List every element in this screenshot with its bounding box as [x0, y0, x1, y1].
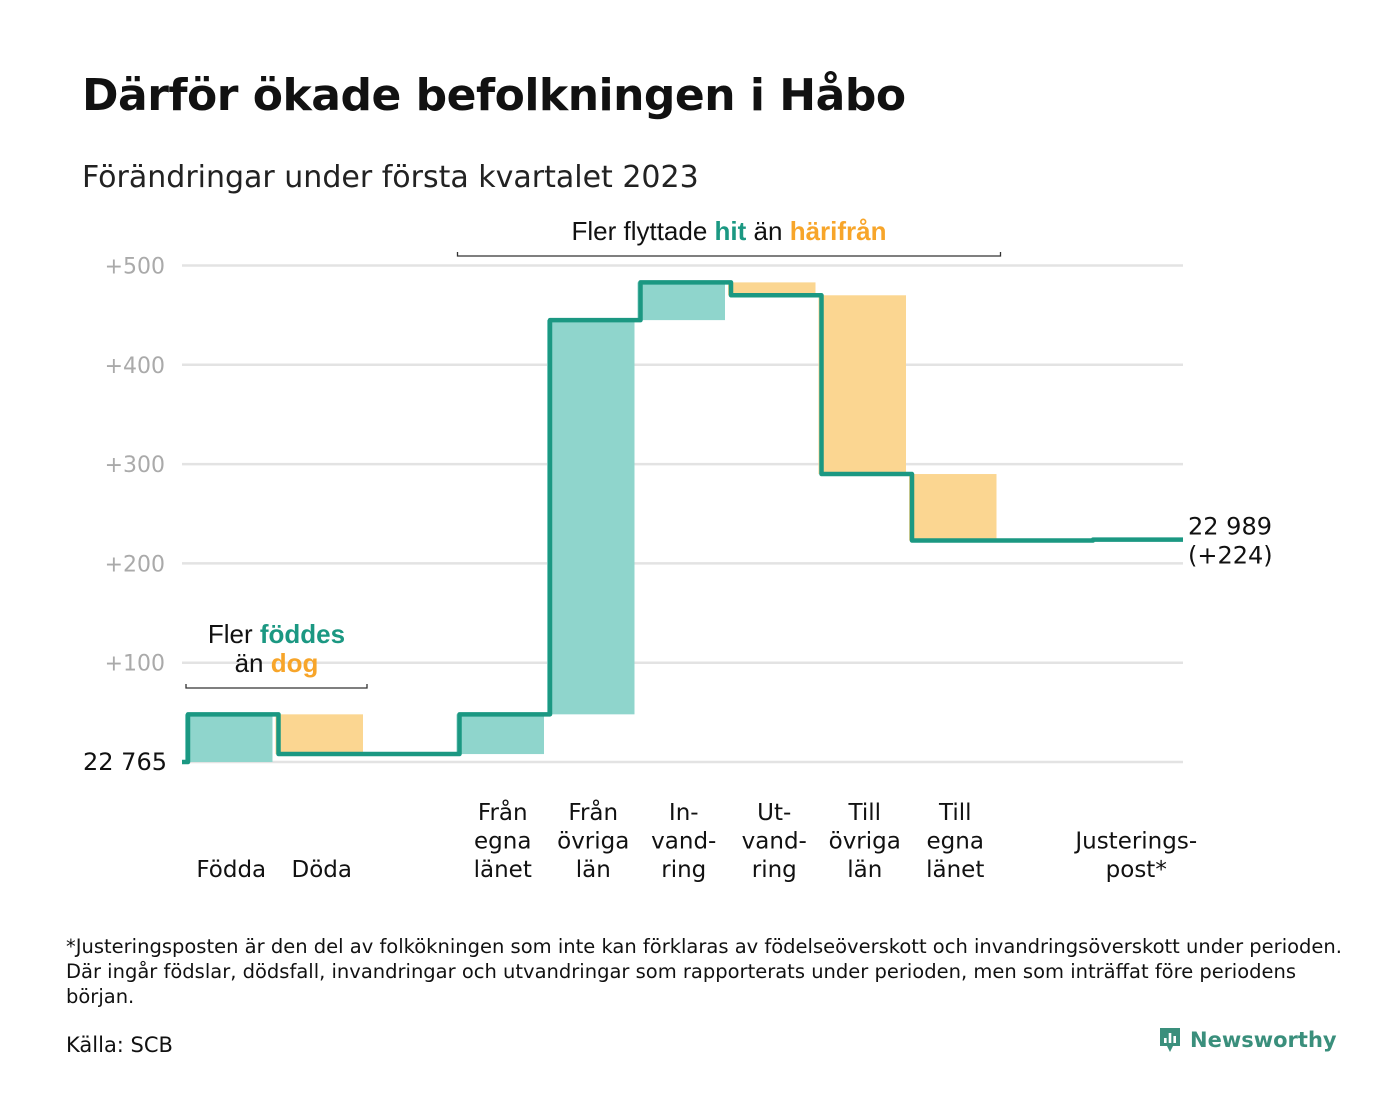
population-step-line [182, 280, 1183, 765]
category-label: länet [926, 857, 984, 883]
category-label: In- [669, 800, 699, 826]
category-label: länet [474, 857, 532, 883]
increase-bar [456, 714, 544, 755]
grid-lines [182, 264, 1183, 764]
annotation-fragment: föddes [260, 619, 345, 649]
annotation-fragment: härifrån [790, 216, 887, 246]
change-bars [185, 282, 1178, 762]
annotation-fragment: än [235, 648, 271, 678]
decrease-bar [909, 474, 997, 541]
chart-subtitle: Förändringar under första kvartalet 2023 [82, 160, 699, 195]
endpoint-labels: 22 765 22 989(+224) [83, 513, 1273, 776]
category-label: Till [938, 800, 972, 826]
y-tick-label: +100 [105, 652, 165, 677]
category-label: Ut- [757, 800, 791, 826]
annotation-bracket [456, 252, 1002, 257]
waterfall-chart: +100+200+300+400+500 Födda DödaFrånegnalä… [83, 216, 1273, 883]
category-label: Från [568, 798, 618, 826]
category-label: ring [661, 857, 706, 883]
category-label: vand- [651, 829, 716, 855]
increase-bar [547, 320, 635, 715]
decrease-bar [818, 295, 906, 475]
category-label: egna [474, 829, 531, 855]
category-label: Födda [196, 857, 266, 883]
y-axis-labels: +100 +200 +300 +400 +500 [105, 255, 165, 677]
y-tick-label: +500 [105, 255, 165, 280]
start-value-label: 22 765 [83, 748, 167, 776]
newsworthy-logo-icon [1160, 1028, 1180, 1052]
category-labels: Födda DödaFrånegnalänetFrånövrigalänIn-va… [196, 798, 1197, 883]
category-label: ring [752, 857, 797, 883]
category-label: Från [478, 798, 528, 826]
annotation-bracket [185, 684, 368, 689]
category-label: län [576, 857, 611, 883]
decrease-bar [275, 714, 363, 755]
category-label: Döda [292, 857, 352, 883]
decrease-bar [728, 282, 816, 296]
category-label: post* [1106, 857, 1167, 883]
category-label: Till [847, 800, 881, 826]
source-credit: Källa: SCB [66, 1033, 173, 1057]
annotation-text: Fler flyttade hit än härifrån [571, 216, 886, 246]
y-tick-label: +200 [105, 552, 165, 577]
footnote: *Justeringsposten är den del av folkökni… [66, 935, 1342, 1008]
category-label: Justerings- [1073, 829, 1197, 855]
annotation-fragment: dog [271, 648, 319, 678]
annotation-fragment: Fler flyttade [571, 216, 714, 246]
increase-bar [185, 714, 273, 762]
y-tick-label: +400 [105, 354, 165, 379]
annotation-fragment: än [746, 216, 789, 246]
brand[interactable]: Newsworthy [1158, 1026, 1337, 1054]
step-line [182, 280, 1183, 765]
increase-bar [637, 282, 725, 321]
category-label: egna [927, 829, 984, 855]
end-value-label: 22 989 [1188, 513, 1272, 541]
brand-name: Newsworthy [1190, 1028, 1337, 1052]
end-value-label: (+224) [1188, 542, 1273, 570]
category-label: vand- [742, 829, 807, 855]
category-label: övriga [829, 829, 901, 855]
category-label: övriga [557, 829, 629, 855]
annotation-text: än dog [235, 648, 319, 678]
annotation-fragment: Fler [208, 619, 260, 649]
annotation-text: Fler föddes [208, 619, 345, 649]
y-tick-label: +300 [105, 453, 165, 478]
chart-title: Därför ökade befolkningen i Håbo [82, 70, 906, 121]
category-label: län [847, 857, 882, 883]
annotation-fragment: hit [715, 216, 747, 246]
